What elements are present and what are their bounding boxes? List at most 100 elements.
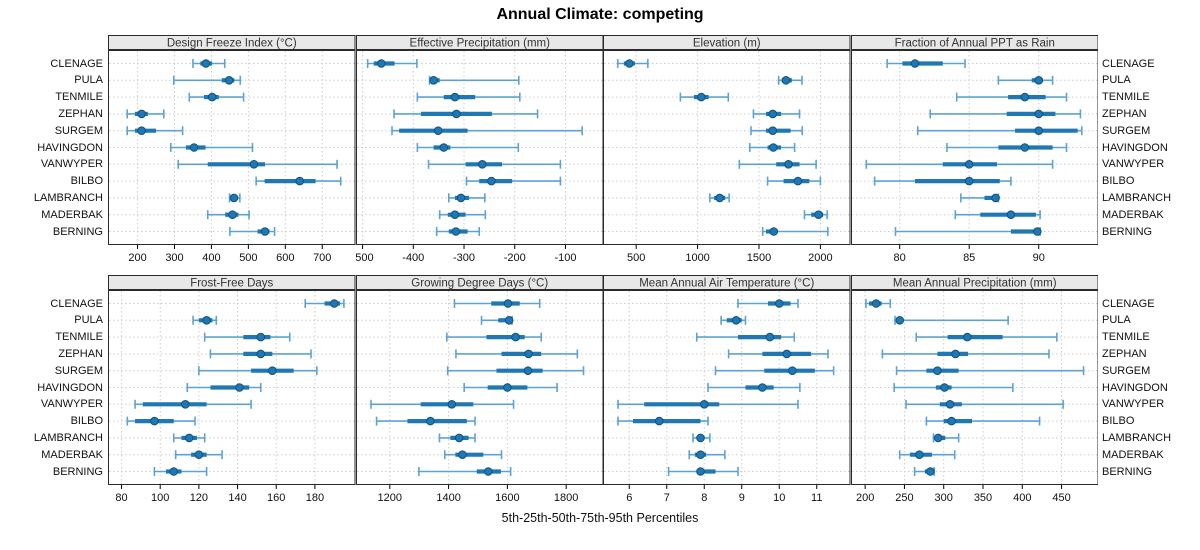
- series-row-bilbo: [126, 416, 196, 426]
- series-row-bilbo: [925, 416, 1040, 426]
- median-dot: [137, 109, 146, 119]
- median-dot: [625, 59, 634, 68]
- series-row-pula: [997, 75, 1053, 85]
- series-row-lambranch: [228, 193, 241, 203]
- median-dot: [376, 59, 386, 68]
- series-row-havingdon: [748, 143, 796, 152]
- series-row-bilbo: [465, 176, 561, 186]
- median-dot: [483, 467, 493, 476]
- median-dot: [486, 176, 496, 186]
- series-row-havingdon: [186, 383, 262, 392]
- series-row-lambranch: [438, 433, 476, 443]
- median-dot: [768, 126, 778, 135]
- median-dot: [914, 450, 924, 459]
- panel-header: [108, 35, 356, 50]
- median-dot: [451, 227, 460, 236]
- median-dot: [207, 92, 217, 102]
- series-row-lambranch: [709, 193, 730, 203]
- panel-border: [850, 50, 1098, 245]
- series-row-maderbak: [443, 450, 502, 460]
- tick-label: 1500: [747, 252, 771, 264]
- series-row-berning: [435, 227, 480, 236]
- panel-growing-degree-days-c: 1200 1400 1600 1800 Growing Degree Days (°C): [355, 275, 603, 504]
- series-row-berning: [229, 227, 276, 236]
- median-dot: [699, 400, 709, 409]
- median-dot: [329, 299, 339, 308]
- tick-label: 10: [773, 492, 785, 504]
- series-row-berning: [417, 467, 511, 476]
- site-label-left-maderbak: MADERBAK: [41, 208, 103, 221]
- panel-border: [603, 50, 851, 245]
- site-label-right-havingdon: HAVINGDON: [1102, 381, 1168, 394]
- site-label-right-surgem: SURGEM: [1102, 124, 1151, 137]
- series-row-clenage: [453, 299, 541, 308]
- series-row-havingdon: [945, 143, 1067, 152]
- panel-title: Fraction of Annual PPT as Rain: [894, 38, 1054, 50]
- median-dot: [451, 109, 461, 119]
- panel-border: [108, 50, 356, 245]
- x-axis-label: 5th-25th-50th-75th-95th Percentiles: [501, 511, 699, 525]
- site-label-right-lambranch: LAMBRANCH: [1102, 431, 1172, 444]
- panel-header: [850, 35, 1098, 50]
- series-row-vanwyper: [427, 159, 561, 169]
- tick-label: 500: [627, 252, 645, 264]
- site-label-right-lambranch: LAMBRANCH: [1102, 191, 1172, 204]
- series-row-pula: [720, 315, 747, 325]
- median-dot: [1020, 92, 1029, 102]
- panel-title: Frost-Free Days: [190, 278, 273, 290]
- median-dot: [946, 416, 956, 426]
- median-dot: [654, 416, 664, 426]
- tick-label: 140: [228, 492, 246, 504]
- panel-header: [850, 275, 1098, 290]
- median-dot: [504, 316, 513, 325]
- series-row-clenage: [616, 59, 649, 68]
- median-dot: [784, 160, 793, 169]
- tick-label: 7: [664, 492, 670, 504]
- tick-label: 9: [739, 492, 745, 504]
- tick-label: -500: [356, 252, 374, 264]
- series-row-maderbak: [803, 210, 828, 220]
- series-row-bilbo: [617, 416, 709, 426]
- tick-label: 700: [313, 252, 331, 264]
- panel-header: [355, 275, 603, 290]
- tick-label: 2000: [808, 252, 832, 264]
- panel-border: [603, 290, 851, 485]
- median-dot: [477, 160, 487, 169]
- panel-title: Growing Degree Days (°C): [411, 278, 548, 290]
- tick-label: 500: [239, 252, 257, 264]
- series-row-zephan: [881, 349, 1050, 359]
- median-dot: [523, 366, 532, 375]
- series-row-havingdon: [707, 383, 801, 392]
- series-row-zephan: [752, 109, 801, 119]
- series-row-surgem: [126, 126, 184, 136]
- site-label-right-vanwyper: VANWYPER: [1102, 158, 1165, 171]
- series-row-tenmile: [679, 92, 730, 102]
- tick-label: 11: [811, 492, 822, 504]
- panel-title: Design Freeze Index (°C): [167, 38, 297, 50]
- series-row-berning: [913, 467, 935, 476]
- series-row-vanwyper: [738, 159, 817, 169]
- median-dot: [189, 143, 199, 152]
- series-row-vanwyper: [617, 399, 799, 409]
- series-row-pula: [172, 75, 242, 85]
- median-dot: [450, 210, 459, 219]
- tick-label: 100: [151, 492, 169, 504]
- median-dot: [224, 76, 234, 85]
- median-dot: [769, 227, 779, 236]
- series-row-lambranch: [447, 193, 486, 203]
- panel-title: Mean Annual Air Temperature (°C): [639, 278, 814, 290]
- median-dot: [256, 332, 266, 342]
- median-dot: [769, 143, 778, 152]
- median-dot: [731, 316, 741, 325]
- series-row-maderbak: [953, 210, 1041, 220]
- series-row-tenmile: [416, 92, 521, 102]
- median-dot: [228, 210, 237, 219]
- series-row-tenmile: [955, 92, 1067, 102]
- site-label-left-tenmile: TENMILE: [55, 331, 103, 344]
- site-label-right-havingdon: HAVINGDON: [1102, 141, 1168, 154]
- median-dot: [184, 433, 194, 443]
- tick-label: 1200: [377, 492, 401, 504]
- series-row-berning: [153, 467, 208, 476]
- series-row-havingdon: [892, 383, 1014, 392]
